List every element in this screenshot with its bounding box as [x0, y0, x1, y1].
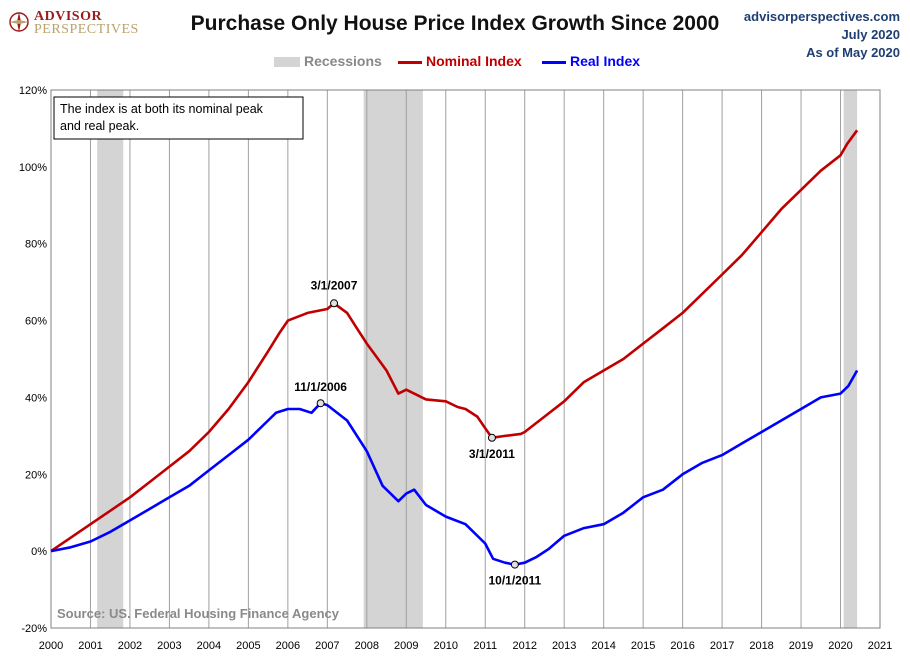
legend-recessions: Recessions [274, 53, 382, 69]
site-info: advisorperspectives.com July 2020 As of … [744, 8, 900, 62]
compass-logo-icon [9, 12, 29, 32]
x-tick-label: 2008 [355, 640, 379, 652]
annotation-marker [330, 299, 339, 308]
y-tick-label: 60% [25, 316, 47, 328]
x-tick-label: 2006 [276, 640, 300, 652]
y-tick-label: 40% [25, 392, 47, 404]
y-tick-label: 20% [25, 469, 47, 481]
recession-band-3 [843, 90, 858, 628]
annotation-box-line2: and real peak. [60, 119, 139, 133]
annotation-label: 10/1/2011 [488, 574, 541, 588]
nominal-index-line [50, 129, 859, 553]
x-tick-label: 2007 [315, 640, 339, 652]
x-tick-label: 2005 [236, 640, 260, 652]
x-tick-label: 2002 [118, 640, 142, 652]
x-tick-label: 2001 [78, 640, 102, 652]
x-tick-label: 2014 [591, 640, 615, 652]
advisor-perspectives-logo: ADVISOR PERSPECTIVES [8, 8, 158, 40]
x-tick-label: 2003 [157, 640, 181, 652]
brand-line2: PERSPECTIVES [34, 22, 139, 37]
as-of-date: As of May 2020 [806, 45, 900, 60]
x-tick-label: 2016 [670, 640, 694, 652]
y-tick-label: 80% [25, 239, 47, 251]
annotation-label: 11/1/2006 [294, 380, 347, 394]
recession-band-2 [363, 90, 423, 628]
real-index-line [50, 369, 859, 566]
x-tick-label: 2010 [434, 640, 458, 652]
site-name: advisorperspectives.com [743, 9, 900, 24]
annotation-box-frame [53, 96, 304, 140]
y-tick-label: 100% [19, 162, 47, 174]
x-tick-label: 2017 [710, 640, 734, 652]
publish-date: July 2020 [841, 27, 900, 42]
annotation-box-text: The index is at both its nominal peak an… [60, 102, 266, 133]
annotation-box: The index is at both its nominal peak an… [53, 96, 304, 140]
y-tick-label: -20% [21, 623, 47, 635]
annotation-label: 3/1/2007 [311, 278, 358, 292]
x-tick-label: 2015 [631, 640, 655, 652]
x-tick-label: 2020 [828, 640, 852, 652]
y-tick-label: 120% [19, 85, 47, 97]
x-tick-label: 2004 [197, 640, 221, 652]
y-tick-label: 0% [31, 546, 47, 558]
annotation-marker [487, 433, 496, 442]
plot-area-border [50, 89, 881, 629]
source-note: Source: US. Federal Housing Finance Agen… [57, 606, 340, 621]
legend-nominal: Nominal Index [398, 53, 522, 69]
x-tick-label: 2011 [473, 640, 497, 652]
legend-nominal-swatch [398, 60, 422, 64]
brand-line1: ADVISOR [34, 9, 103, 24]
annotation-label: 3/1/2011 [469, 447, 515, 461]
legend-real-label: Real Index [570, 53, 641, 69]
legend-real: Real Index [542, 53, 640, 69]
x-tick-label: 2013 [552, 640, 576, 652]
x-tick-label: 2012 [512, 640, 536, 652]
x-tick-label: 2009 [394, 640, 418, 652]
x-tick-label: 2000 [39, 640, 63, 652]
x-tick-label: 2019 [789, 640, 813, 652]
annotation-marker [510, 560, 519, 569]
x-tick-label: 2018 [749, 640, 773, 652]
annotation-marker [316, 399, 325, 408]
annotation-box-line1: The index is at both its nominal peak [60, 102, 264, 116]
legend-nominal-label: Nominal Index [426, 53, 522, 69]
legend-recessions-label: Recessions [304, 53, 382, 69]
x-tick-label: 2021 [868, 640, 892, 652]
legend-recessions-swatch [274, 57, 300, 68]
chart-title: Purchase Only House Price Index Growth S… [190, 12, 720, 35]
legend-real-swatch [542, 60, 566, 64]
recession-band-1 [97, 90, 124, 628]
